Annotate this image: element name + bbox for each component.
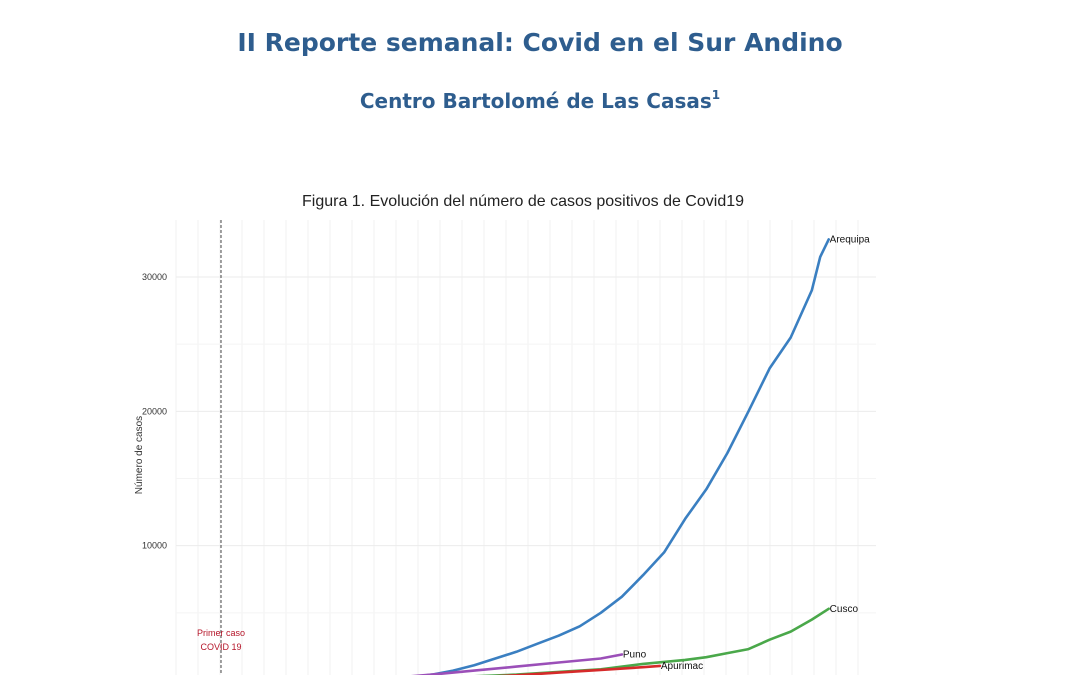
- footnote-marker: 1: [711, 88, 721, 102]
- series-line-puno: [410, 653, 624, 675]
- series-label-puno: Puno: [623, 649, 647, 660]
- series-labels: Arequipa Cusco Puno Apurimac: [623, 234, 870, 671]
- first-case-sublabel: COVID 19: [200, 642, 241, 652]
- first-case-label: Primer caso: [197, 628, 245, 638]
- document-subtitle-text: Centro Bartolomé de Las Casas: [359, 89, 712, 113]
- first-case-annotation: Primer caso COVID 19: [197, 220, 245, 675]
- chart-grid: [175, 220, 876, 675]
- series-label-cusco: Cusco: [830, 604, 859, 615]
- series-line-apurimac: [495, 664, 662, 675]
- series-line-arequipa: [418, 238, 831, 675]
- y-tick-label: 30000: [142, 272, 167, 282]
- series-line-cusco: [474, 607, 831, 675]
- series-label-apurimac: Apurimac: [661, 661, 703, 672]
- y-axis-ticks: 10000 20000 30000: [142, 272, 167, 551]
- chart-title: Figura 1. Evolución del número de casos …: [302, 193, 744, 210]
- document-title: II Reporte semanal: Covid en el Sur Andi…: [237, 28, 843, 57]
- y-tick-label: 10000: [142, 541, 167, 551]
- series-label-arequipa: Arequipa: [830, 234, 870, 245]
- series-lines: [410, 238, 831, 675]
- y-axis-label: Número de casos: [134, 416, 145, 494]
- y-tick-label: 20000: [142, 406, 167, 416]
- document-subtitle: Centro Bartolomé de Las Casas1: [0, 88, 1080, 113]
